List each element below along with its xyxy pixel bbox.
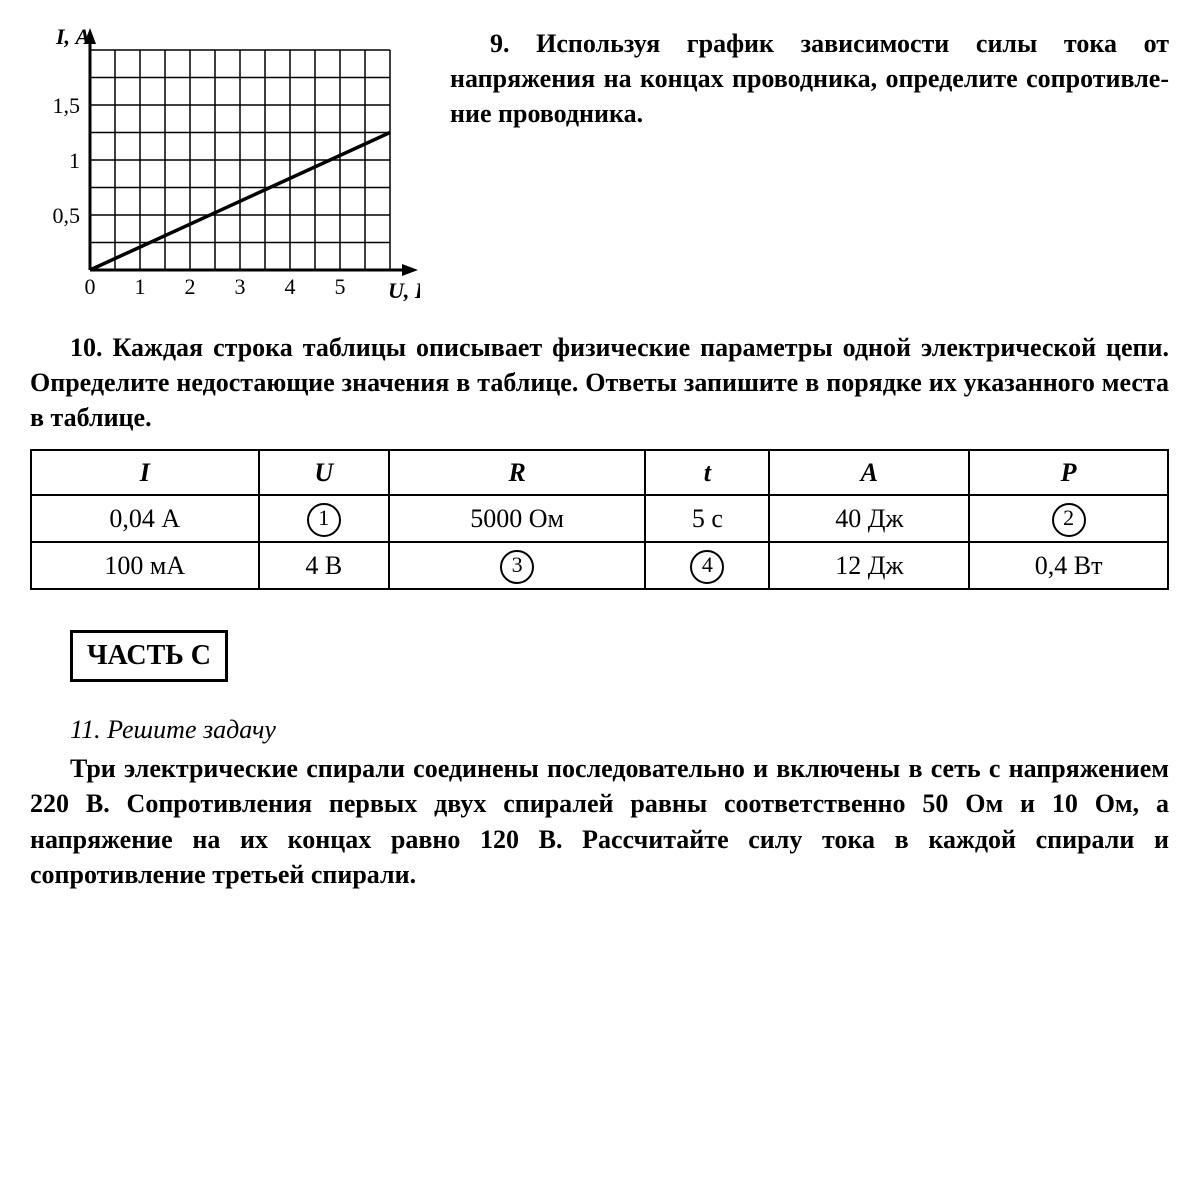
table-cell: 2 (969, 495, 1168, 542)
circled-number: 3 (500, 550, 534, 584)
question-11-head: 11. Решите задачу (70, 712, 1169, 747)
iv-chart: 0 1 2 3 4 5 0,5 1 1,5 I, А U, В (30, 20, 420, 310)
question-10-body: Каждая строка таблицы описывает физическ… (30, 333, 1169, 432)
svg-text:1: 1 (69, 148, 80, 173)
circled-number: 1 (307, 503, 341, 537)
question-11-first-word: Три (70, 754, 116, 783)
table-cell: 3 (389, 542, 645, 589)
svg-text:5: 5 (335, 274, 346, 299)
question-9-number: 9. (490, 29, 510, 58)
circled-number: 2 (1052, 503, 1086, 537)
table-col-header: A (769, 450, 969, 495)
table-cell: 1 (259, 495, 389, 542)
svg-text:I, А: I, А (55, 24, 90, 49)
question-9-row: 0 1 2 3 4 5 0,5 1 1,5 I, А U, В 9. Используя графи… (30, 20, 1169, 310)
circled-number: 4 (690, 550, 724, 584)
table-col-header: U (259, 450, 389, 495)
question-11-rest: электрические спирали соединены последов… (30, 754, 1169, 888)
svg-text:U, В: U, В (388, 278, 420, 303)
table-body: 0,04 А 1 5000 Ом5 с40 Дж 2 100 мА4 В 3 4 12 Дж0… (31, 495, 1168, 589)
svg-text:2: 2 (185, 274, 196, 299)
iv-chart-svg: 0 1 2 3 4 5 0,5 1 1,5 I, А U, В (30, 20, 420, 310)
question-9-body: Используя график зависимости силы тока о… (450, 29, 1169, 128)
question-10-number: 10. (70, 333, 103, 362)
table-cell: 5 с (645, 495, 769, 542)
table-col-header: t (645, 450, 769, 495)
table-cell: 5000 Ом (389, 495, 645, 542)
svg-text:3: 3 (235, 274, 246, 299)
table-cell: 12 Дж (769, 542, 969, 589)
question-10-text: 10. Каждая строка таблицы описывает физи… (30, 330, 1169, 435)
table-cell: 100 мА (31, 542, 259, 589)
table-col-header: R (389, 450, 645, 495)
svg-text:0: 0 (85, 274, 96, 299)
svg-text:1: 1 (135, 274, 146, 299)
table-col-header: P (969, 450, 1168, 495)
table-cell: 0,4 Вт (969, 542, 1168, 589)
table-row: 0,04 А 1 5000 Ом5 с40 Дж 2 (31, 495, 1168, 542)
question-9-text: 9. Используя график зависимости силы ток… (450, 20, 1169, 131)
svg-text:1,5: 1,5 (53, 93, 81, 118)
physics-table: IURtAP 0,04 А 1 5000 Ом5 с40 Дж 2 100 мА4 В 3… (30, 449, 1169, 590)
table-cell: 4 (645, 542, 769, 589)
table-header: IURtAP (31, 450, 1168, 495)
table-col-header: I (31, 450, 259, 495)
svg-text:4: 4 (285, 274, 296, 299)
part-c-heading: ЧАСТЬ С (70, 630, 228, 682)
table-cell: 0,04 А (31, 495, 259, 542)
question-11-text: Три электрические спирали соединены посл… (30, 751, 1169, 891)
table-row: 100 мА4 В 3 4 12 Дж0,4 Вт (31, 542, 1168, 589)
svg-text:0,5: 0,5 (53, 203, 81, 228)
table-cell: 40 Дж (769, 495, 969, 542)
table-cell: 4 В (259, 542, 389, 589)
